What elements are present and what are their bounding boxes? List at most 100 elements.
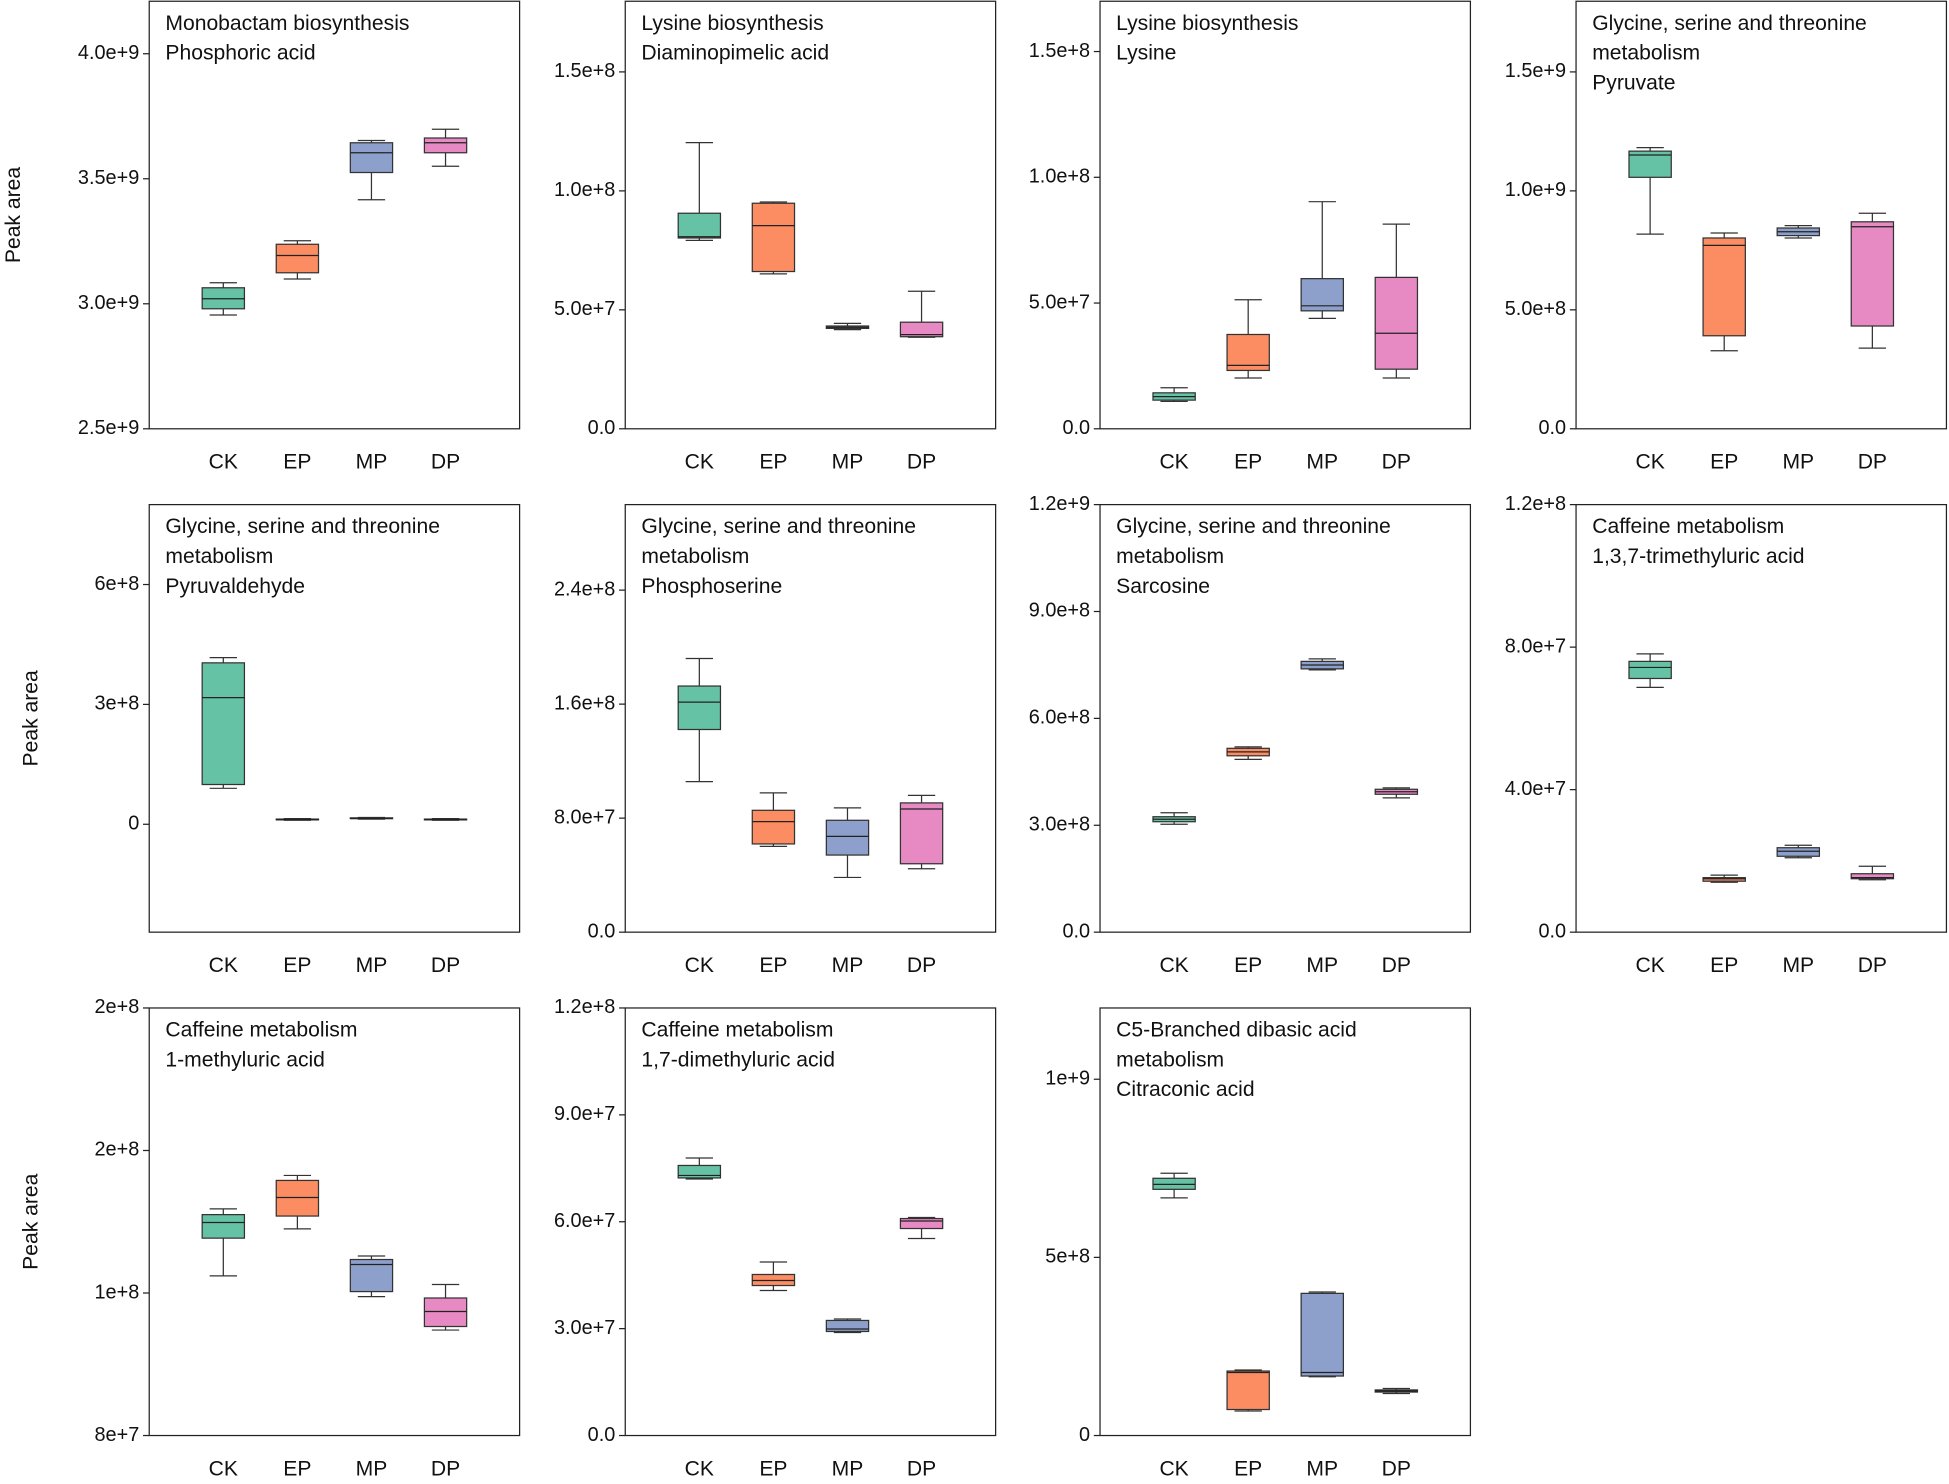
y-tick-label: 3.5e+9 xyxy=(78,167,139,189)
y-tick-label: 0 xyxy=(1079,1424,1090,1446)
y-tick-label: 1.5e+9 xyxy=(1505,60,1566,82)
panel-title: Pyruvaldehyde xyxy=(165,575,305,598)
x-tick-label: DP xyxy=(907,954,936,977)
box xyxy=(1374,276,1419,370)
panel-title: metabolism xyxy=(1116,545,1224,568)
plot-frame xyxy=(1575,503,1948,933)
panel-title: Phosphoserine xyxy=(641,575,782,598)
box xyxy=(1702,877,1746,882)
y-tick-label: 4.0e+7 xyxy=(1505,778,1566,800)
box xyxy=(349,142,394,174)
y-tick-label: 0.0 xyxy=(1538,920,1566,942)
plot-frame xyxy=(1575,0,1948,430)
x-tick-label: DP xyxy=(907,451,936,474)
panel-title: Sarcosine xyxy=(1116,575,1210,598)
x-tick-label: EP xyxy=(283,954,311,977)
box xyxy=(677,685,722,731)
y-tick-label: 9.0e+7 xyxy=(554,1103,615,1125)
panel-title: Citraconic acid xyxy=(1116,1078,1254,1101)
panel-title: metabolism xyxy=(641,545,749,568)
plot-frame xyxy=(148,503,521,933)
x-tick-label: CK xyxy=(209,954,238,977)
x-tick-label: DP xyxy=(1382,954,1411,977)
box xyxy=(899,1217,944,1230)
x-tick-label: DP xyxy=(1858,451,1887,474)
y-axis-label: Peak area xyxy=(19,1173,42,1269)
x-tick-label: CK xyxy=(1159,451,1188,474)
x-tick-label: EP xyxy=(283,1457,311,1480)
y-tick-label: 1e+9 xyxy=(1045,1067,1090,1089)
x-tick-label: CK xyxy=(209,1457,238,1480)
box xyxy=(825,819,870,856)
panel-title: Lysine xyxy=(1116,42,1176,65)
y-tick-label: 1.2e+8 xyxy=(554,996,615,1018)
x-tick-label: MP xyxy=(356,954,388,977)
y-tick-label: 0.0 xyxy=(1062,920,1090,942)
x-tick-label: EP xyxy=(1234,451,1262,474)
x-tick-label: MP xyxy=(356,1457,388,1480)
y-tick-label: 8.0e+7 xyxy=(1505,635,1566,657)
y-tick-label: 0.0 xyxy=(1062,417,1090,439)
y-tick-label: 4.0e+9 xyxy=(78,42,139,64)
box xyxy=(201,1214,246,1239)
x-tick-label: EP xyxy=(283,451,311,474)
x-tick-label: MP xyxy=(1306,1457,1338,1480)
plot-frame xyxy=(624,503,997,933)
box xyxy=(899,321,944,338)
x-tick-label: MP xyxy=(356,451,388,474)
y-tick-label: 3.0e+7 xyxy=(554,1317,615,1339)
y-axis-label: Peak area xyxy=(2,167,25,263)
y-tick-label: 3.0e+8 xyxy=(1029,814,1090,836)
x-tick-label: CK xyxy=(1159,1457,1188,1480)
panel-title: 1,3,7-trimethyluric acid xyxy=(1592,545,1804,568)
y-tick-label: 1e+8 xyxy=(95,1281,140,1303)
box xyxy=(677,212,722,239)
y-tick-label: 0.0 xyxy=(588,1424,616,1446)
plot-frame xyxy=(624,0,997,430)
box xyxy=(1628,660,1672,680)
x-tick-label: CK xyxy=(685,1457,714,1480)
panel-title: Lysine biosynthesis xyxy=(1116,12,1298,35)
panel: Glycine, serine and threonine metabolism P… xyxy=(554,503,997,977)
box xyxy=(275,1179,320,1217)
panel-title: Pyruvate xyxy=(1592,71,1675,94)
y-tick-label: 8e+7 xyxy=(95,1424,140,1446)
panel: Caffeine metabolism 1,7-dimethyluric acid… xyxy=(554,996,997,1480)
x-tick-label: DP xyxy=(907,1457,936,1480)
y-tick-label: 3.0e+9 xyxy=(78,292,139,314)
panel: C5-Branched dibasic acid metabolism Citrac… xyxy=(1045,1007,1472,1480)
box xyxy=(1850,221,1895,327)
panel-title: Lysine biosynthesis xyxy=(641,12,823,35)
y-tick-label: 5.0e+7 xyxy=(1029,291,1090,313)
panel-title: Glycine, serine and threonine xyxy=(165,515,440,538)
y-tick-label: 8.0e+7 xyxy=(554,806,615,828)
y-tick-label: 0.0 xyxy=(1538,417,1566,439)
y-axis-label: Peak area xyxy=(19,670,42,766)
x-tick-label: EP xyxy=(1234,954,1262,977)
box xyxy=(751,809,796,845)
y-tick-label: 1.5e+8 xyxy=(554,60,615,82)
x-tick-label: EP xyxy=(1710,451,1738,474)
box xyxy=(899,802,944,865)
x-tick-label: MP xyxy=(832,451,864,474)
x-tick-label: CK xyxy=(685,451,714,474)
y-tick-label: 5.0e+7 xyxy=(554,298,615,320)
x-tick-label: MP xyxy=(832,1457,864,1480)
x-tick-label: CK xyxy=(209,451,238,474)
y-tick-label: 1.2e+8 xyxy=(1505,493,1566,515)
y-tick-label: 2e+8 xyxy=(95,1139,140,1161)
panel: Lysine biosynthesis Diaminopimelic acid 0.… xyxy=(554,0,997,474)
panel-title: 1,7-dimethyluric acid xyxy=(641,1048,835,1071)
panel-title: 1-methyluric acid xyxy=(165,1048,325,1071)
x-tick-label: EP xyxy=(759,451,787,474)
panel-title: metabolism xyxy=(1116,1048,1224,1071)
y-tick-label: 5e+8 xyxy=(1045,1246,1090,1268)
x-tick-label: CK xyxy=(1159,954,1188,977)
y-tick-label: 1.5e+8 xyxy=(1029,40,1090,62)
y-tick-label: 1.0e+9 xyxy=(1505,179,1566,201)
x-tick-label: CK xyxy=(685,954,714,977)
plot-frame xyxy=(1099,503,1472,933)
y-tick-label: 1.0e+8 xyxy=(554,179,615,201)
box xyxy=(275,243,320,274)
